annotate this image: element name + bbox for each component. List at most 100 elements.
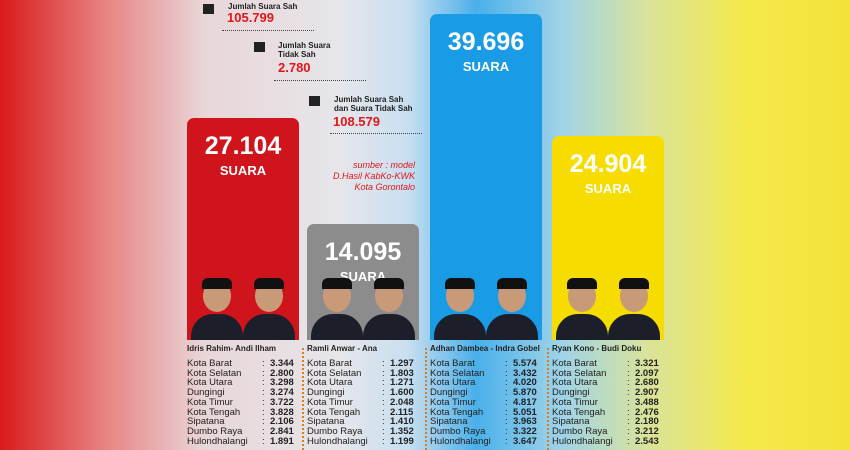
district-votes: 5.870 xyxy=(513,387,537,399)
table-row: Hulondhalangi:2.543 xyxy=(552,435,670,447)
total-label: Jumlah Suara Sah dan Suara Tidak Sah xyxy=(334,95,413,113)
district-name: Kota Utara xyxy=(430,377,476,389)
district-name: Kota Tengah xyxy=(552,406,606,418)
colon: : xyxy=(382,435,385,447)
colon: : xyxy=(382,377,385,389)
district-votes: 3.647 xyxy=(513,435,537,447)
district-name: Kota Barat xyxy=(187,358,232,369)
district-name: Dumbo Raya xyxy=(307,425,363,437)
table-row: Kota Timur:3.488 xyxy=(552,398,670,408)
candidate-photo xyxy=(191,278,243,340)
colon: : xyxy=(505,377,508,389)
column-separator xyxy=(302,348,304,450)
valid-label: Jumlah Suara Sah xyxy=(228,2,298,11)
table-row: Kota Selatan:2.800 xyxy=(187,367,305,379)
bar-1: 27.104 SUARA xyxy=(187,117,299,340)
district-name: Hulondhalangi xyxy=(552,435,613,447)
candidate-name: Adhan Dambea - Indra Gobel xyxy=(430,344,540,353)
district-votes: 1.891 xyxy=(270,435,294,447)
invalid-label-1: Jumlah Suara xyxy=(278,41,331,50)
bar-unit: SUARA xyxy=(584,180,632,196)
source-line: D.Hasil KabKo-KWK xyxy=(332,171,415,181)
table-row: Dumbo Raya:1.352 xyxy=(307,427,425,437)
district-name: Kota Timur xyxy=(307,396,353,408)
district-table: Ryan Kono - Budi Doku Kota Barat:3.321 Kot… xyxy=(552,344,670,446)
district-name: Dumbo Raya xyxy=(187,425,243,437)
district-votes: 2.476 xyxy=(635,406,659,418)
district-name: Kota Selatan xyxy=(307,367,362,379)
district-votes: 1.199 xyxy=(390,435,414,447)
bullet-icon xyxy=(309,96,320,106)
district-name: Sipatana xyxy=(307,416,345,428)
district-name: Kota Selatan xyxy=(552,367,607,379)
district-name: Dumbo Raya xyxy=(552,425,608,437)
table-row: Dumbo Raya:3.322 xyxy=(430,427,548,437)
district-votes: 2.048 xyxy=(390,396,414,408)
district-votes: 2.106 xyxy=(270,416,294,428)
total-label-2: dan Suara Tidak Sah xyxy=(334,104,413,113)
colon: : xyxy=(505,387,508,399)
district-votes: 1.271 xyxy=(390,377,414,389)
candidate-name: Ramli Anwar - Ana xyxy=(307,344,378,353)
table-row: Kota Utara:2.680 xyxy=(552,378,670,388)
table-row: Kota Barat:3.344 xyxy=(187,359,305,369)
candidate-name: Ryan Kono - Budi Doku xyxy=(552,344,642,353)
district-votes: 1.600 xyxy=(390,387,414,399)
district-name: Sipatana xyxy=(187,416,225,428)
district-name: Hulondhalangi xyxy=(307,435,368,447)
district-votes: 4.020 xyxy=(513,377,537,389)
district-name: Kota Utara xyxy=(307,377,353,389)
colon: : xyxy=(505,367,508,379)
valid-value: 105.799 xyxy=(227,10,274,25)
table-row: Kota Tengah:3.828 xyxy=(187,406,305,418)
district-name: Kota Tengah xyxy=(187,406,241,418)
colon: : xyxy=(505,396,508,408)
invalid-label-2: Tidak Sah xyxy=(278,50,316,59)
source-line: Kota Gorontalo xyxy=(354,182,415,192)
colon: : xyxy=(262,377,265,389)
district-votes: 3.963 xyxy=(513,416,537,428)
bullet-icon xyxy=(203,4,214,14)
candidate-photo xyxy=(311,278,363,340)
colon: : xyxy=(505,435,508,447)
district-table: Ramli Anwar - Ana Kota Barat:1.297 Kota Se… xyxy=(307,344,425,446)
district-name: Dungingi xyxy=(187,387,225,399)
bar-value: 39.696 xyxy=(447,28,525,57)
candidate-photo xyxy=(243,278,295,340)
district-name: Kota Selatan xyxy=(430,367,485,379)
district-name: Dungingi xyxy=(552,387,590,399)
district-name: Dumbo Raya xyxy=(430,425,486,437)
bar-value: 27.104 xyxy=(204,131,282,160)
table-row: Kota Barat:5.574 xyxy=(430,359,548,369)
colon: : xyxy=(382,406,385,418)
bar-value: 24.904 xyxy=(569,149,647,178)
candidate-photo xyxy=(434,278,486,340)
district-votes: 5.051 xyxy=(513,406,537,418)
colon: : xyxy=(627,367,630,379)
district-name: Kota Selatan xyxy=(187,367,242,379)
candidate-photo xyxy=(363,278,415,340)
colon: : xyxy=(262,358,265,369)
colon: : xyxy=(382,425,385,437)
colon: : xyxy=(627,416,630,428)
table-row: Kota Timur:4.817 xyxy=(430,398,548,408)
table-row: Kota Tengah:2.115 xyxy=(307,406,425,418)
district-votes: 3.274 xyxy=(270,387,294,399)
colon: : xyxy=(627,377,630,389)
candidate-photo xyxy=(486,278,538,340)
table-row: Kota Selatan:2.097 xyxy=(552,367,670,379)
district-votes: 3.298 xyxy=(270,377,294,389)
table-row: Dungingi:2.907 xyxy=(552,388,670,398)
total-label-1: Jumlah Suara Sah xyxy=(334,95,404,104)
colon: : xyxy=(505,416,508,428)
district-votes: 1.803 xyxy=(390,367,414,379)
district-name: Kota Timur xyxy=(552,396,598,408)
district-votes: 3.488 xyxy=(635,396,659,408)
table-row: Kota Barat:1.297 xyxy=(307,359,425,369)
candidate-name: Idris Rahim- Andi Ilham xyxy=(187,344,277,353)
district-name: Dungingi xyxy=(307,387,345,399)
column-separator xyxy=(547,348,549,450)
candidate-photo xyxy=(556,278,608,340)
district-table: Adhan Dambea - Indra Gobel Kota Barat:5.5… xyxy=(430,344,548,446)
table-row: Kota Tengah:5.051 xyxy=(430,406,548,418)
